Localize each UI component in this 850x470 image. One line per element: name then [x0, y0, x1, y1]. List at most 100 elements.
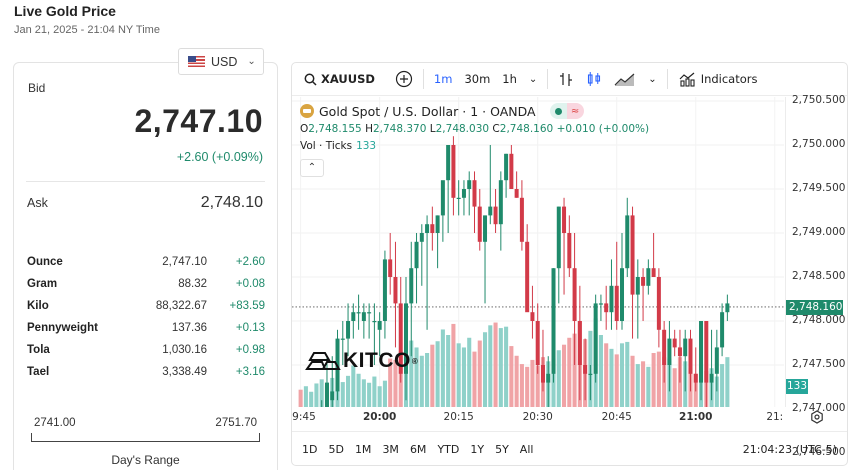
unit-row: Gram 88.32 +0.08 — [27, 273, 265, 295]
price-tick: 2,747.000 — [792, 402, 846, 414]
unit-row: Tael 3,338.49 +3.16 — [27, 361, 265, 383]
market-status-pill[interactable]: ≈ — [549, 103, 584, 119]
toolbar-divider — [547, 69, 549, 89]
unit-change: +0.98 — [235, 344, 265, 356]
time-axis[interactable]: 19:45 20:00 20:15 20:30 20:45 21:00 21: — [292, 407, 784, 429]
unit-change: +2.60 — [235, 256, 265, 268]
ohlc-legend: O2,748.155 H2,748.370 L2,748.030 C2,748.… — [300, 123, 650, 135]
volume-value: 133 — [356, 140, 377, 152]
chart-title: Gold Spot / U.S. Dollar · 1 · OANDA — [319, 103, 536, 119]
chevron-down-icon: ⌄ — [528, 73, 538, 85]
volume-legend: Vol · Ticks 133 — [300, 140, 376, 152]
page-title: Live Gold Price — [14, 3, 116, 19]
time-tick: 20:30 — [522, 411, 553, 423]
area-style-button[interactable] — [608, 63, 642, 95]
chart-type-dropdown[interactable]: ⌄ — [642, 63, 662, 95]
unit-row: Kilo 88,322.67 +83.59 — [27, 295, 265, 317]
indicators-icon — [679, 72, 695, 87]
chart-clock[interactable]: 21:04:23 (UTC-5) — [742, 443, 837, 456]
price-tick: 2,749.500 — [792, 182, 846, 194]
compare-button[interactable] — [389, 63, 419, 95]
unit-change: +0.08 — [235, 278, 265, 290]
quote-panel: Bid 2,747.10 +2.60 (+0.09%) Ask 2,748.10… — [13, 62, 278, 470]
unit-price: 88.32 — [178, 278, 207, 290]
chart-widget: XAUUSD 1m 30m 1h ⌄ ⌄ Indicators Gold Spo… — [291, 62, 848, 466]
close-value: 2,748.160 — [499, 123, 554, 135]
page-subtitle: Jan 21, 2025 - 21:04 NY Time — [14, 24, 160, 36]
range-all-button[interactable]: All — [519, 443, 534, 456]
symbol-search[interactable]: XAUUSD — [292, 63, 381, 95]
toolbar-divider — [666, 69, 668, 89]
volume-label: Vol · Ticks — [300, 140, 353, 152]
unit-change: +3.16 — [235, 366, 265, 378]
unit-price: 137.36 — [171, 322, 207, 334]
time-tick: 21: — [766, 411, 784, 423]
range-3m-button[interactable]: 3M — [382, 443, 399, 456]
price-tick: 2,749.000 — [792, 226, 846, 238]
unit-row: Pennyweight 137.36 +0.13 — [27, 317, 265, 339]
collapse-legend-button[interactable]: ⌃ — [300, 159, 324, 177]
range-1d-button[interactable]: 1D — [302, 443, 318, 456]
unit-name: Gram — [27, 278, 58, 290]
currency-select[interactable]: USD ⌄ — [178, 48, 264, 75]
interval-30m[interactable]: 30m — [464, 72, 491, 86]
chart-legend-title: Gold Spot / U.S. Dollar · 1 · OANDA ≈ — [300, 103, 584, 119]
interval-dropdown[interactable]: ⌄ — [523, 63, 543, 95]
ask-label: Ask — [27, 196, 48, 210]
wave-icon: ≈ — [566, 103, 584, 119]
unit-price: 1,030.16 — [162, 344, 207, 356]
range-bar — [31, 433, 260, 442]
unit-name: Tael — [27, 366, 50, 378]
candles-icon — [588, 72, 601, 86]
unit-name: Kilo — [27, 300, 49, 312]
range-1m-button[interactable]: 1M — [354, 443, 372, 456]
candles-style-button[interactable] — [580, 63, 608, 95]
time-tick: 21:00 — [679, 411, 713, 423]
price-tick: 2,748.500 — [792, 270, 846, 282]
interval-1m[interactable]: 1m — [433, 72, 453, 86]
bid-price: 2,747.10 — [134, 103, 263, 139]
interval-1h[interactable]: 1h — [502, 72, 517, 86]
unit-row: Tola 1,030.16 +0.98 — [27, 339, 265, 361]
time-tick: 20:15 — [443, 411, 474, 423]
change-value: +0.010 (+0.00%) — [556, 123, 650, 135]
unit-price: 2,747.10 — [162, 256, 207, 268]
us-flag-icon — [188, 56, 205, 67]
price-axis[interactable]: 2,750.500 2,750.000 2,749.500 2,749.000 2,74… — [785, 94, 847, 458]
range-6m-button[interactable]: 6M — [409, 443, 427, 456]
indicators-label: Indicators — [700, 72, 758, 86]
low-value: 2,748.030 — [435, 123, 490, 135]
bars-icon — [560, 73, 573, 86]
price-tick: 2,748.000 — [792, 314, 846, 326]
open-value: 2,748.155 — [308, 123, 362, 135]
unit-prices-table: Ounce 2,747.10 +2.60 Gram 88.32 +0.08 Kilo 88… — [27, 251, 265, 383]
divider — [26, 181, 265, 182]
toolbar-divider — [422, 69, 424, 89]
last-volume-tag: 133 — [786, 379, 808, 394]
bid-change: +2.60 (+0.09%) — [176, 150, 263, 164]
bars-style-button[interactable] — [552, 63, 580, 95]
currency-value: USD — [211, 54, 238, 69]
settings-icon[interactable] — [810, 410, 824, 424]
range-5y-button[interactable]: 5Y — [495, 443, 509, 456]
kitco-bars-icon — [305, 352, 341, 370]
area-chart-icon — [614, 73, 635, 86]
plus-circle-icon — [395, 70, 413, 88]
range-ytd-button[interactable]: YTD — [437, 443, 460, 456]
range-5d-button[interactable]: 5D — [328, 443, 344, 456]
range-high: 2751.70 — [215, 417, 257, 429]
range-1y-button[interactable]: 1Y — [470, 443, 485, 456]
high-value: 2,748.370 — [372, 123, 427, 135]
price-tick: 2,750.000 — [792, 138, 846, 150]
chevron-down-icon: ⌄ — [648, 73, 657, 85]
unit-change: +83.59 — [229, 300, 266, 312]
unit-price: 88,322.67 — [155, 300, 207, 312]
price-tick: 2,750.500 — [792, 94, 846, 106]
last-price-tag: 2,748.160 — [786, 299, 843, 315]
unit-price: 3,338.49 — [162, 366, 207, 378]
candlestick-plot[interactable] — [292, 97, 784, 407]
indicators-button[interactable]: Indicators — [672, 63, 764, 95]
unit-change: +0.13 — [235, 322, 265, 334]
chevron-up-icon: ⌃ — [307, 162, 317, 173]
price-tick: 2,747.500 — [792, 358, 846, 370]
